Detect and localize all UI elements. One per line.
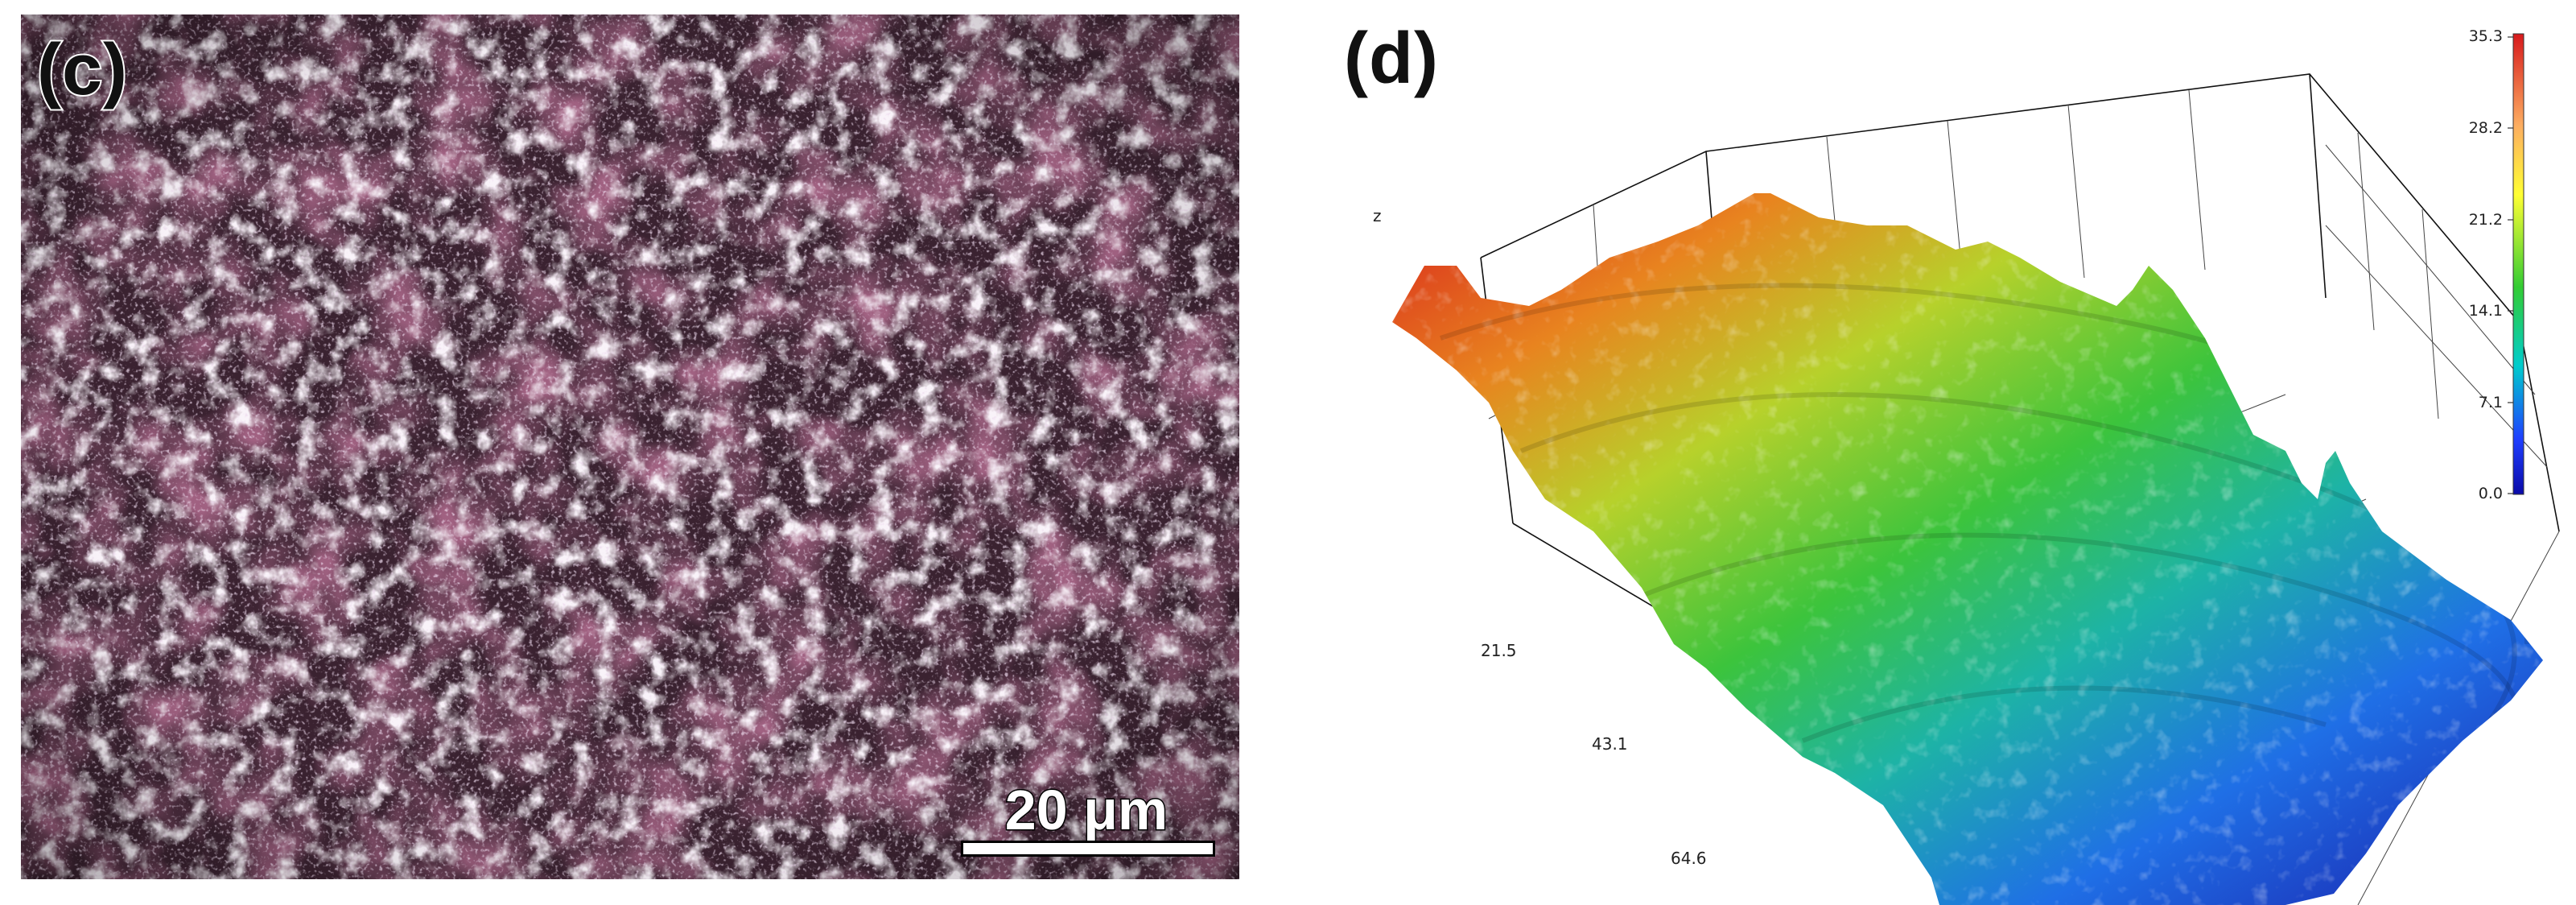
panel-label-d: (d) [1342, 17, 1440, 101]
axis-tick-label: 64.6 [1671, 849, 1707, 868]
scale-bar-label: 20 μm [1004, 778, 1168, 843]
colorbar-tick-label: 7.1 [2478, 394, 2503, 411]
colorbar [2512, 33, 2524, 495]
colorbar-ticks [2508, 36, 2513, 494]
micrograph-image [21, 14, 1239, 879]
axis-tick-label: 43.1 [1592, 734, 1628, 754]
surface-profile-panel: (d) z 21.5 43.1 64.6 35.3 28.2 21.2 14.1… [1320, 0, 2576, 905]
colorbar-tick-label: 14.1 [2468, 302, 2503, 320]
colorbar-tick-label: 28.2 [2468, 119, 2503, 137]
panel-label-c: (c) [35, 28, 129, 112]
colorbar-tick-label: 35.3 [2468, 27, 2503, 45]
axis-tick-label: 21.5 [1481, 641, 1517, 660]
micrograph-panel: (c) 20 μm [21, 14, 1239, 879]
colorbar-tick-label: 0.0 [2478, 485, 2503, 502]
colorbar-tick-label: 21.2 [2468, 211, 2503, 229]
scale-bar [961, 841, 1215, 857]
z-axis-label: z [1373, 206, 1382, 225]
height-surface [1392, 193, 2543, 905]
surface-3d-plot [1392, 33, 2560, 905]
